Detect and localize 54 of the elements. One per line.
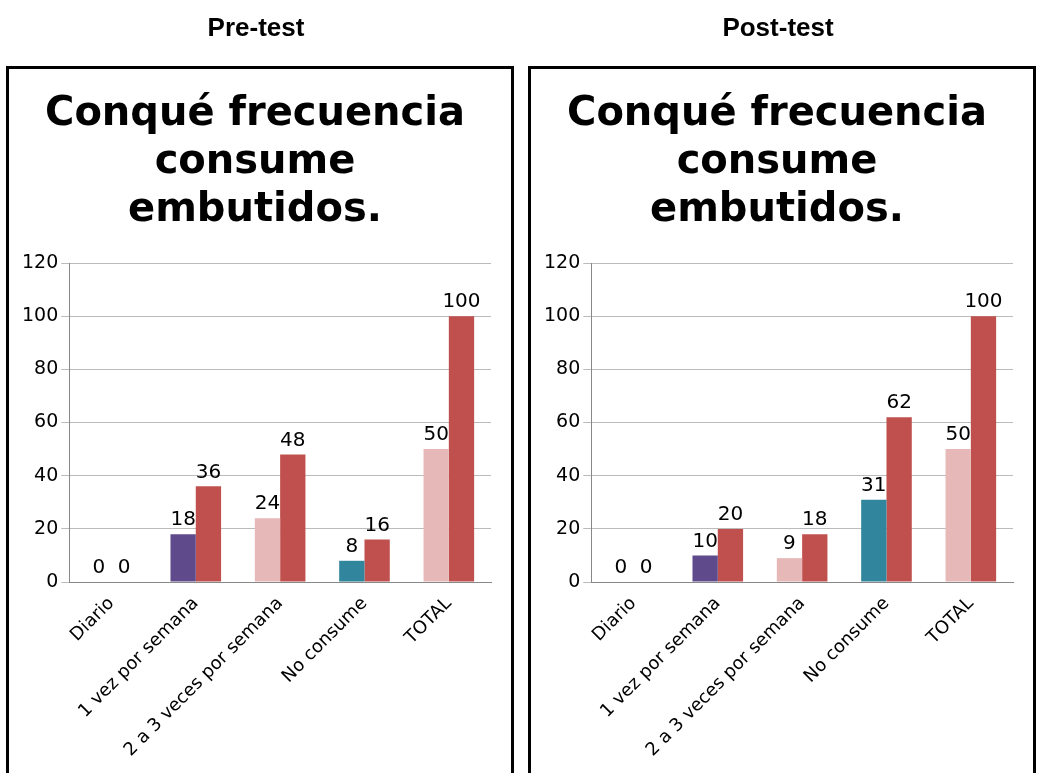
data-label: 10 bbox=[692, 527, 718, 552]
bar bbox=[717, 528, 744, 582]
data-label: 0 bbox=[117, 554, 131, 579]
bar bbox=[364, 539, 390, 582]
data-label: 50 bbox=[423, 421, 449, 446]
y-tick-label: 100 bbox=[22, 303, 59, 326]
y-tick-label: 120 bbox=[544, 249, 581, 272]
bar bbox=[280, 454, 306, 582]
y-tick-label: 40 bbox=[34, 462, 59, 485]
bar bbox=[254, 518, 281, 582]
bar bbox=[195, 486, 222, 582]
bar bbox=[970, 316, 997, 582]
y-tick-label: 80 bbox=[556, 356, 581, 379]
data-label: 0 bbox=[614, 554, 628, 579]
y-tick-label: 40 bbox=[556, 462, 581, 485]
y-tick-label: 20 bbox=[34, 515, 59, 538]
bar bbox=[802, 534, 828, 582]
y-tick-label: 60 bbox=[556, 409, 581, 432]
data-label: 0 bbox=[639, 554, 653, 579]
y-tick-label: 20 bbox=[556, 515, 581, 538]
bar bbox=[170, 534, 196, 582]
text: Pre-test bbox=[206, 12, 306, 43]
data-label: 48 bbox=[280, 426, 306, 451]
y-tick-label: 120 bbox=[22, 249, 59, 272]
data-label: 0 bbox=[92, 554, 106, 579]
bar bbox=[423, 449, 449, 582]
data-label: 62 bbox=[886, 389, 912, 414]
bar bbox=[339, 560, 365, 582]
bar bbox=[945, 449, 971, 582]
data-label: 16 bbox=[364, 511, 390, 536]
data-label: 18 bbox=[802, 506, 828, 531]
text: Post-test bbox=[721, 12, 835, 43]
chart-title: Conqué frecuencia consume embutidos. bbox=[45, 88, 465, 231]
data-label: 18 bbox=[170, 506, 196, 531]
bar bbox=[886, 417, 912, 582]
bar bbox=[448, 316, 475, 582]
data-label: 100 bbox=[442, 288, 481, 313]
data-label: 24 bbox=[254, 490, 281, 515]
y-tick-label: 0 bbox=[46, 568, 59, 591]
bar bbox=[861, 499, 887, 582]
data-label: 50 bbox=[945, 421, 971, 446]
data-label: 36 bbox=[195, 458, 222, 483]
data-label: 9 bbox=[783, 530, 796, 555]
y-tick-label: 60 bbox=[34, 409, 59, 432]
y-tick-label: 80 bbox=[34, 356, 59, 379]
data-label: 31 bbox=[861, 471, 887, 496]
bar bbox=[776, 558, 803, 582]
y-tick-label: 100 bbox=[544, 303, 581, 326]
bar bbox=[692, 555, 718, 582]
chart-title: Conqué frecuencia consume embutidos. bbox=[567, 88, 987, 231]
data-label: 8 bbox=[345, 532, 359, 557]
data-label: 20 bbox=[717, 501, 744, 526]
data-label: 100 bbox=[964, 288, 1003, 313]
y-tick-label: 0 bbox=[568, 568, 581, 591]
